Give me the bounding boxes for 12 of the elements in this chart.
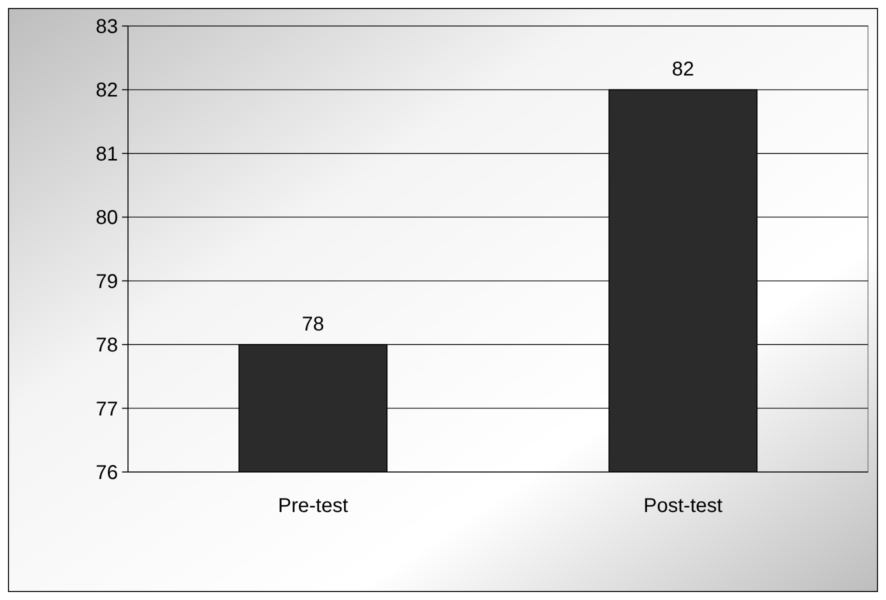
- data-label: 82: [672, 58, 694, 81]
- x-tick-label: Post-test: [644, 495, 723, 517]
- data-label: 78: [302, 314, 324, 336]
- y-tick-label: 79: [96, 270, 118, 293]
- y-tick-label: 82: [96, 80, 118, 102]
- y-tick-label: 83: [96, 16, 118, 38]
- y-tick-label: 76: [96, 462, 118, 484]
- y-tick-label: 78: [96, 334, 118, 357]
- y-tick-label: 77: [96, 398, 118, 420]
- y-tick-label: 80: [96, 207, 118, 230]
- x-tick-label: Pre-test: [278, 495, 348, 517]
- y-tick-label: 81: [96, 143, 118, 166]
